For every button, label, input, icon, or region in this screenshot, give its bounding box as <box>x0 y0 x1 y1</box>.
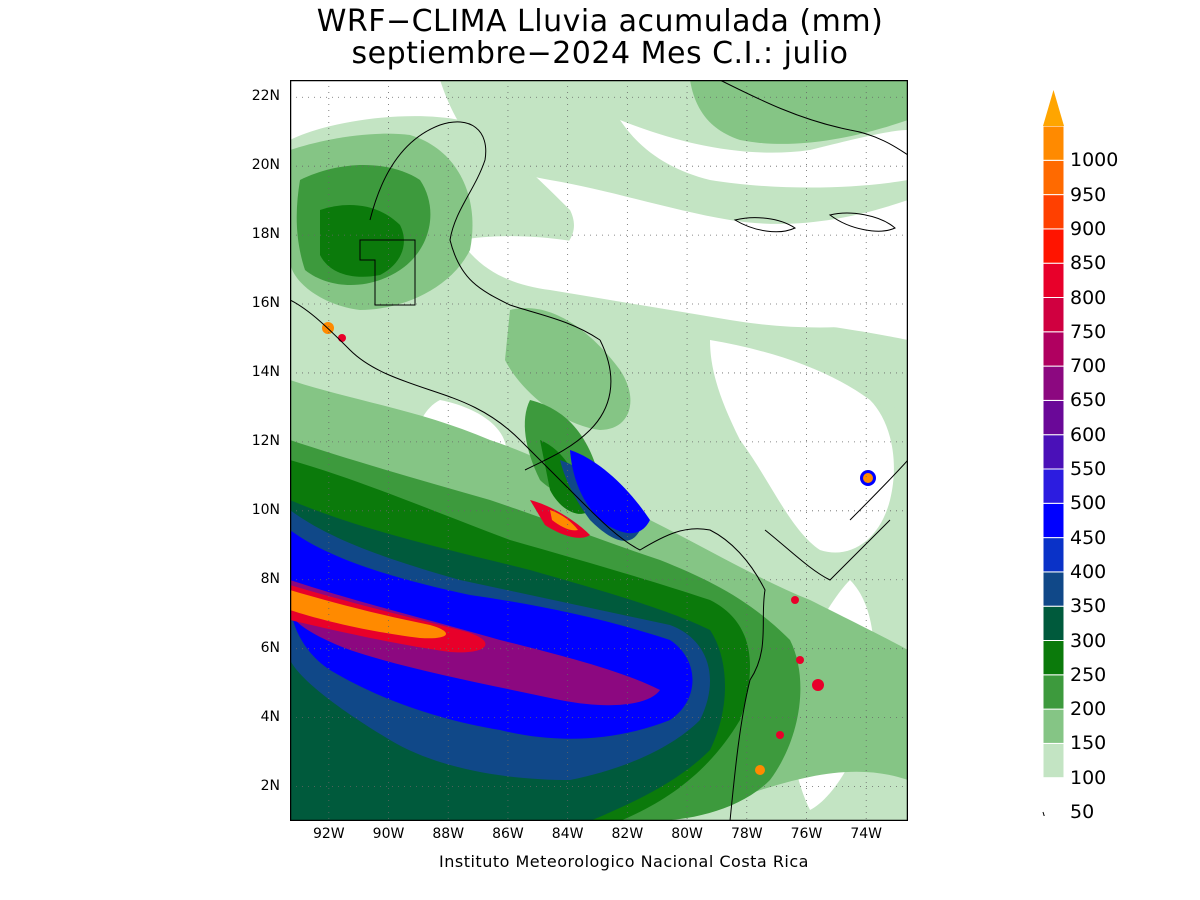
latitude-label: 12N <box>251 432 280 449</box>
colorbar-lower-arrow <box>1042 811 1045 816</box>
colorbar-box <box>1042 331 1065 367</box>
colorbar-level-label: 850 <box>1070 252 1107 275</box>
longitude-label: 86W <box>492 826 524 842</box>
colorbar-level-label: 950 <box>1070 183 1107 206</box>
colorbar-level-label: 50 <box>1070 801 1095 823</box>
longitude-label: 84W <box>551 826 584 842</box>
latitude-label: 18N <box>251 226 280 243</box>
colorbar-level-label: 650 <box>1070 389 1107 412</box>
latitude-label: 16N <box>251 295 280 312</box>
latitude-label: 10N <box>251 501 280 518</box>
colorbar-upper-arrow <box>1043 90 1064 126</box>
colorbar-box <box>1042 674 1065 710</box>
longitude-label: 92W <box>312 826 345 842</box>
latitude-label: 4N <box>260 708 280 725</box>
colorbar-box <box>1042 742 1065 779</box>
colorbar-level-label: 750 <box>1070 320 1107 343</box>
colorbar-box <box>1042 571 1065 607</box>
colorbar-level-label: 700 <box>1070 355 1107 378</box>
colorbar-box <box>1042 297 1065 333</box>
colorbar-box <box>1042 125 1065 161</box>
latitude-label: 22N <box>251 88 280 105</box>
colorbar-level-label: 300 <box>1070 629 1107 652</box>
longitude-label: 76W <box>790 826 823 842</box>
map-grid <box>290 80 908 821</box>
colorbar-box <box>1042 194 1065 230</box>
colorbar-level-label: 450 <box>1070 526 1107 549</box>
colorbar-box <box>1042 605 1065 642</box>
colorbar-level-label: 250 <box>1070 663 1107 686</box>
colorbar-box <box>1042 262 1065 298</box>
latitude-label: 8N <box>260 570 280 587</box>
colorbar <box>1042 90 1065 816</box>
longitude-label: 74W <box>850 826 883 842</box>
map-border <box>290 80 908 821</box>
source-credit: Instituto Meteorologico Nacional Costa R… <box>439 852 809 871</box>
colorbar-box <box>1042 708 1065 744</box>
map-title-line-1: WRF−CLIMA Lluvia acumulada (mm) <box>316 4 884 39</box>
latitude-label: 14N <box>251 363 280 380</box>
colorbar-level-label: 500 <box>1070 492 1107 515</box>
rainfall-map <box>290 80 908 821</box>
colorbar-box <box>1042 228 1065 264</box>
colorbar-box <box>1042 159 1065 196</box>
colorbar-box <box>1042 640 1065 676</box>
colorbar-box <box>1042 777 1065 813</box>
colorbar-box <box>1042 468 1065 504</box>
rain-hotspots <box>322 322 876 775</box>
colorbar-level-label: 150 <box>1070 732 1107 755</box>
colorbar-level-label: 400 <box>1070 560 1107 583</box>
colorbar-level-label: 350 <box>1070 595 1107 618</box>
latitude-label: 6N <box>260 639 280 656</box>
colorbar-level-label: 600 <box>1070 423 1107 446</box>
coastlines <box>290 80 908 821</box>
colorbar-box <box>1042 502 1065 539</box>
colorbar-box <box>1042 537 1065 573</box>
longitude-label: 80W <box>671 826 703 842</box>
map-title-line-2: septiembre−2024 Mes C.I.: julio <box>351 36 849 71</box>
colorbar-box <box>1042 434 1065 470</box>
longitude-label: 88W <box>432 826 465 842</box>
latitude-label: 2N <box>260 777 280 794</box>
colorbar-level-label: 100 <box>1070 766 1107 789</box>
colorbar-box <box>1042 399 1065 436</box>
colorbar-box <box>1042 365 1065 401</box>
colorbar-level-label: 900 <box>1070 217 1107 240</box>
colorbar-level-label: 800 <box>1070 286 1107 309</box>
colorbar-level-label: 550 <box>1070 458 1107 480</box>
longitude-label: 82W <box>611 826 644 842</box>
longitude-label: 90W <box>372 826 405 842</box>
colorbar-level-label: 1000 <box>1070 149 1119 172</box>
latitude-label: 20N <box>251 157 280 174</box>
colorbar-level-label: 200 <box>1070 698 1107 721</box>
longitude-label: 78W <box>730 826 763 842</box>
